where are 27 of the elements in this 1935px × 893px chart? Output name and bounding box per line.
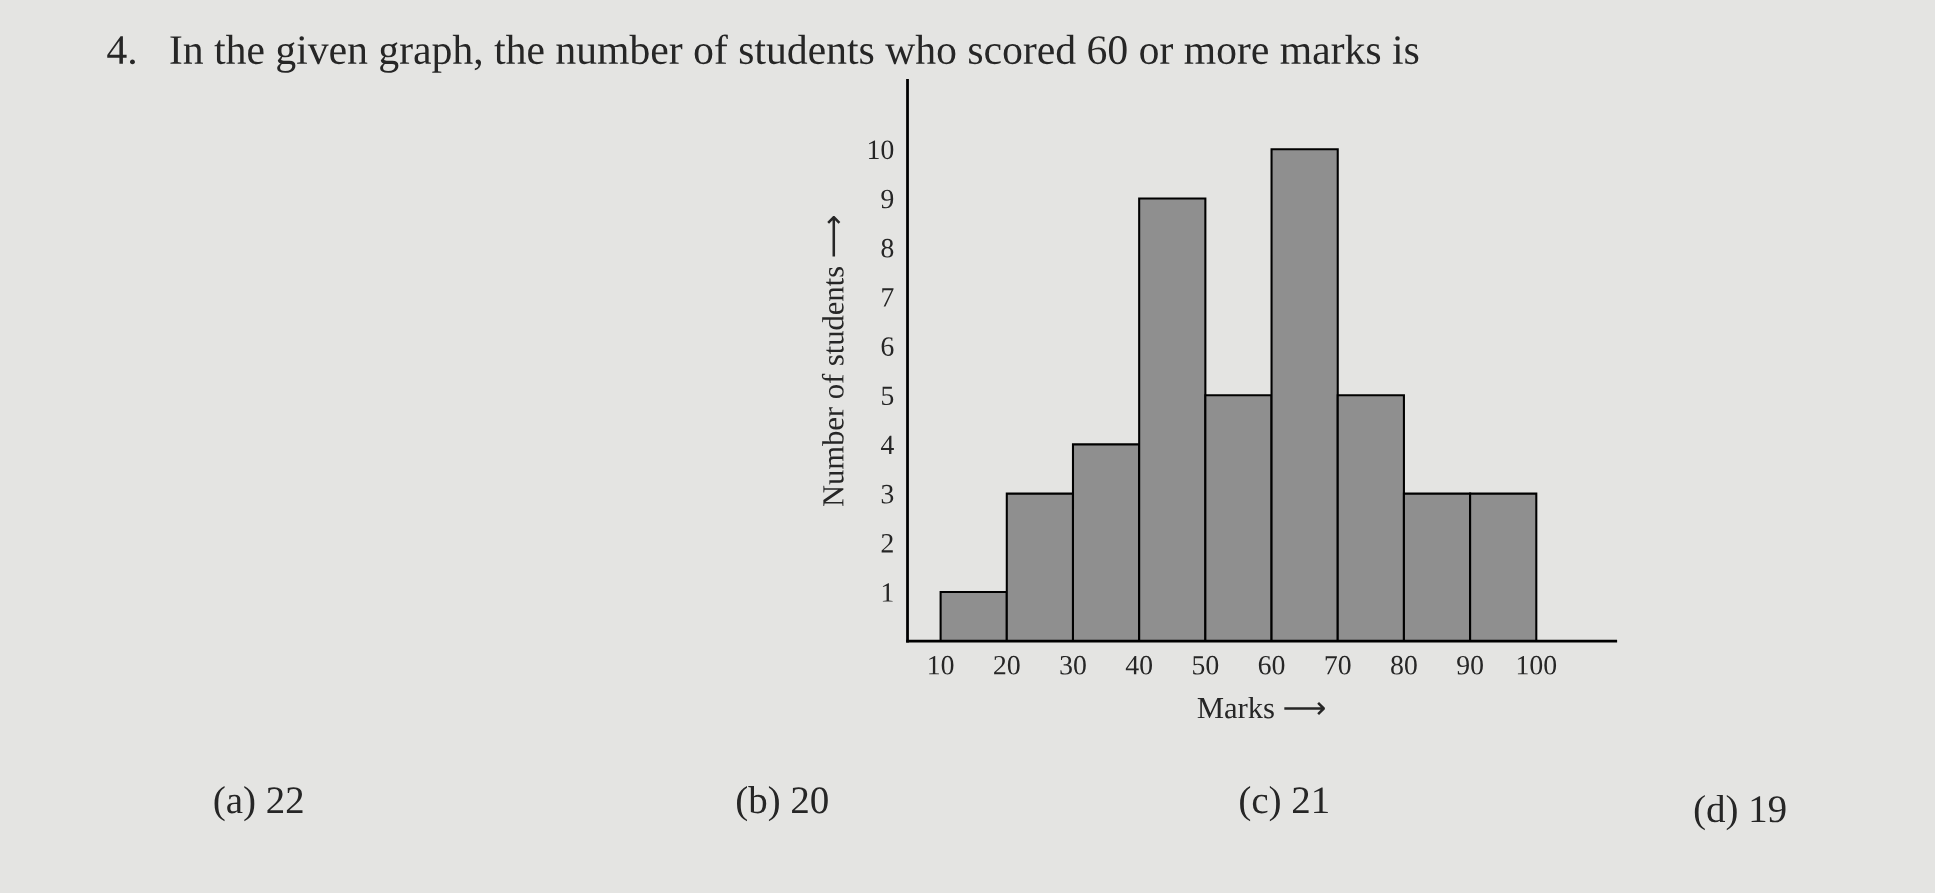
x-tick-label: 30 xyxy=(1060,655,1086,675)
x-tick-label: 10 xyxy=(929,655,954,675)
x-tick-label: 80 xyxy=(1391,655,1417,675)
x-tick-label: 20 xyxy=(994,655,1020,675)
y-tick-label: 9 xyxy=(881,189,894,209)
y-tick-label: 2 xyxy=(881,534,893,553)
y-tick-label: 4 xyxy=(880,435,894,455)
y-tick-label: 1 xyxy=(882,583,893,602)
x-axis-title: Marks ⟶ xyxy=(1197,696,1325,719)
x-tick-label: 90 xyxy=(1457,655,1483,675)
y-tick-label: 7 xyxy=(882,288,894,307)
y-tick-label: 5 xyxy=(882,386,894,406)
x-tick-label: 60 xyxy=(1258,655,1285,675)
y-axis-title: Number of students ⟶ xyxy=(821,216,844,507)
chart-title: 4. In the given graph, the number of students who scored 60 or more marks is xyxy=(107,34,1419,73)
text: (a) 22 xyxy=(214,786,303,822)
y-tick-label: 10 xyxy=(868,140,894,160)
x-tick-label: 40 xyxy=(1125,655,1152,675)
text: (d) 19 xyxy=(1694,795,1786,831)
text: (c) 21 xyxy=(1240,786,1328,822)
y-tick-label: 3 xyxy=(881,484,894,504)
y-tick-label: 6 xyxy=(881,337,894,356)
x-tick-label: 100 xyxy=(1517,655,1557,675)
x-tick-label: 50 xyxy=(1193,655,1219,675)
y-tick-label: 8 xyxy=(881,238,894,258)
text: (b) 20 xyxy=(737,786,828,822)
x-tick-label: 70 xyxy=(1325,655,1351,675)
